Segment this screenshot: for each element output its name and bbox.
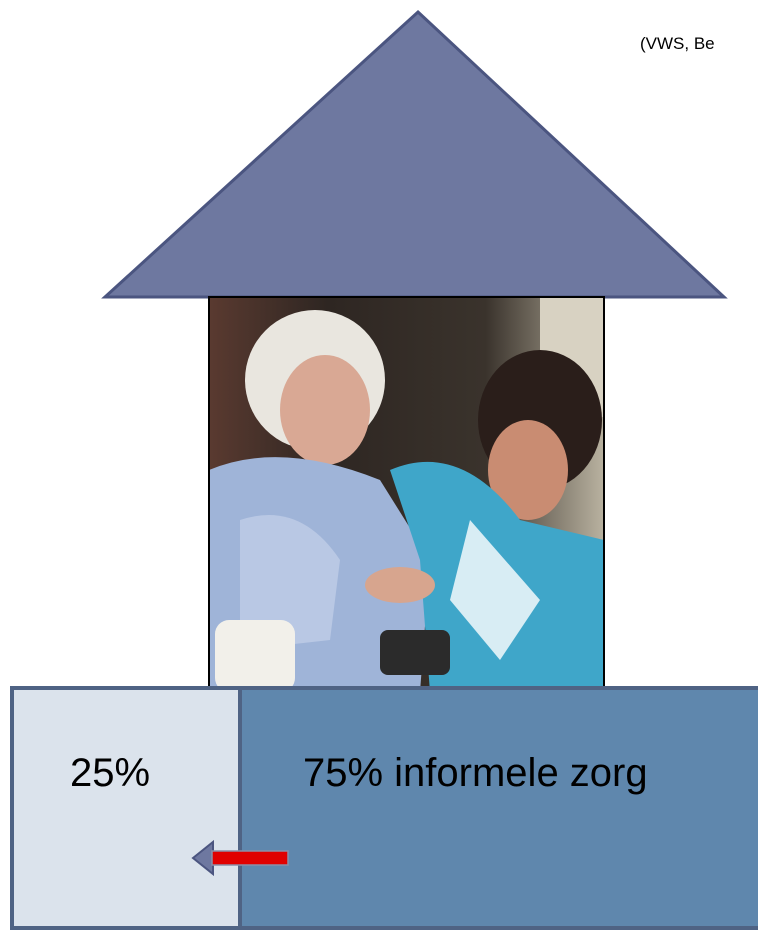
roof: [105, 12, 724, 297]
photo: [209, 297, 604, 692]
page: (VWS, Be 25% 75% informele zorg (() => {…: [0, 0, 758, 932]
block-left: [12, 688, 240, 928]
slide: (VWS, Be 25% 75% informele zorg: [0, 0, 758, 932]
citation: (VWS, Be: [640, 34, 715, 53]
block-right: [240, 688, 758, 928]
block-label: 25%: [70, 751, 150, 795]
block-label: 75% informele zorg: [303, 751, 648, 795]
